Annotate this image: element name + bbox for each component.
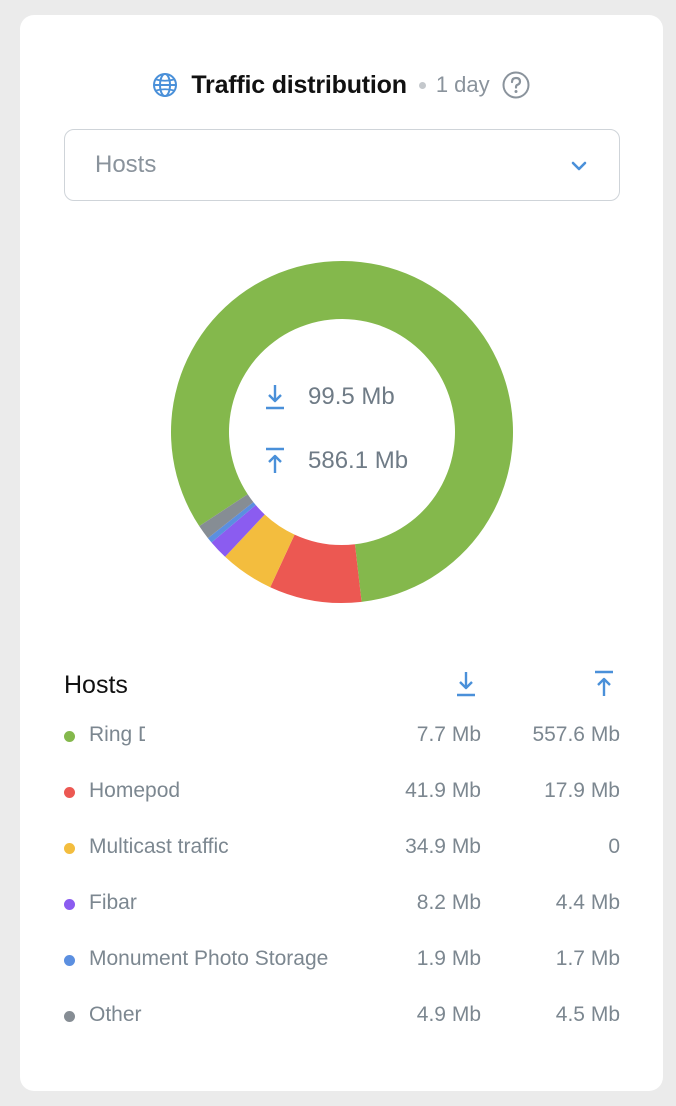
host-download: 4.9 Mb <box>416 1003 481 1026</box>
list-header: Hosts <box>64 665 620 705</box>
host-download: 34.9 Mb <box>405 835 481 858</box>
host-name: Other <box>89 1003 142 1026</box>
total-upload-value: 586.1 Mb <box>308 447 409 474</box>
donut-chart <box>20 215 663 635</box>
host-download: 41.9 Mb <box>405 779 481 802</box>
series-dot <box>64 843 75 854</box>
card-header: Traffic distribution 1 day <box>20 65 663 105</box>
host-name: Ring Doorbell <box>89 723 145 746</box>
host-name: Multicast traffic <box>89 835 229 858</box>
donut-slice-other[interactable] <box>199 494 254 539</box>
download-arrow-icon <box>262 380 288 414</box>
host-upload: 557.6 Mb <box>532 723 620 746</box>
time-period: 1 day <box>435 72 490 97</box>
series-dot <box>64 899 75 910</box>
host-download: 8.2 Mb <box>416 891 481 914</box>
host-download: 7.7 Mb <box>416 723 481 746</box>
download-column-icon <box>454 667 478 701</box>
table-row[interactable]: Homepod 41.9 Mb 17.9 Mb <box>64 771 620 827</box>
donut-slice-fibar[interactable] <box>211 505 265 557</box>
host-upload: 4.4 Mb <box>555 891 620 914</box>
series-dot <box>64 955 75 966</box>
chevron-down-icon <box>569 156 589 176</box>
table-row[interactable]: Other 4.9 Mb 4.5 Mb <box>64 995 620 1051</box>
host-list: Ring Doorbell 7.7 Mb 557.6 Mb Homepod 41… <box>64 715 620 1051</box>
series-dot <box>64 731 75 742</box>
donut-slice-multicast-traffic[interactable] <box>225 514 295 588</box>
donut-slice-monument-photo-storage[interactable] <box>207 502 256 543</box>
donut-chart-svg <box>171 261 513 603</box>
host-upload: 17.9 Mb <box>544 779 620 802</box>
table-row[interactable]: Fibar 8.2 Mb 4.4 Mb <box>64 883 620 939</box>
host-upload: 0 <box>608 835 620 858</box>
upload-arrow-icon <box>262 444 288 478</box>
table-row[interactable]: Multicast traffic 34.9 Mb 0 <box>64 827 620 883</box>
host-upload: 1.7 Mb <box>555 947 620 970</box>
total-download-value: 99.5 Mb <box>308 383 395 410</box>
traffic-distribution-card: Traffic distribution 1 day Hosts <box>20 15 663 1091</box>
host-download: 1.9 Mb <box>416 947 481 970</box>
series-dot <box>64 787 75 798</box>
total-download: 99.5 Mb <box>262 380 395 414</box>
donut-slice-homepod[interactable] <box>270 534 362 603</box>
hosts-dropdown[interactable]: Hosts <box>64 129 620 201</box>
table-row[interactable]: Ring Doorbell 7.7 Mb 557.6 Mb <box>64 715 620 771</box>
host-name: Fibar <box>89 891 137 914</box>
help-icon[interactable] <box>501 70 531 100</box>
host-upload: 4.5 Mb <box>555 1003 620 1026</box>
list-title: Hosts <box>64 671 128 699</box>
series-dot <box>64 1011 75 1022</box>
host-name: Homepod <box>89 779 181 802</box>
host-name: Monument Photo Storage <box>89 947 329 970</box>
dropdown-value: Hosts <box>95 151 157 178</box>
total-upload: 586.1 Mb <box>262 444 408 478</box>
donut-slice-ring-doorbell[interactable] <box>171 261 513 602</box>
separator-dot <box>418 81 426 89</box>
upload-column-icon <box>592 667 616 701</box>
globe-icon <box>152 72 178 98</box>
card-title: Traffic distribution <box>191 70 407 99</box>
table-row[interactable]: Monument Photo Storage 1.9 Mb 1.7 Mb <box>64 939 620 995</box>
